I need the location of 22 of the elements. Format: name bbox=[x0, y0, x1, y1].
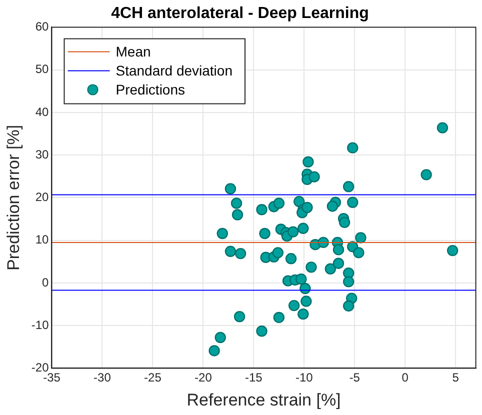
x-tick-label: -15 bbox=[245, 370, 263, 385]
legend-label: Standard deviation bbox=[116, 62, 233, 79]
x-tick-label: -25 bbox=[144, 370, 162, 385]
x-tick-label: -10 bbox=[295, 370, 314, 385]
chart-title: 4CH anterolateral - Deep Learning bbox=[111, 5, 369, 22]
x-tick-label: 0 bbox=[402, 370, 409, 385]
y-tick-label: -10 bbox=[31, 318, 50, 332]
y-tick-label: 50 bbox=[35, 62, 50, 76]
x-tick-label: -5 bbox=[349, 370, 360, 385]
y-tick-label: 20 bbox=[35, 190, 50, 204]
x-tick-label: -30 bbox=[94, 370, 112, 385]
x-axis-title: Reference strain [%] bbox=[186, 390, 341, 410]
x-tick-label: 5 bbox=[452, 370, 460, 385]
y-tick-label: 30 bbox=[35, 147, 50, 162]
legend-label: Mean bbox=[116, 44, 151, 60]
y-axis-title: Prediction error [%] bbox=[4, 124, 23, 270]
legend-label: Predictions bbox=[116, 82, 186, 98]
y-tick-label: 0 bbox=[42, 275, 50, 290]
y-tick-label: 10 bbox=[35, 232, 50, 247]
y-tick-label: 60 bbox=[35, 20, 50, 34]
y-tick-label: 40 bbox=[35, 104, 50, 119]
x-tick-label: -20 bbox=[194, 370, 212, 385]
